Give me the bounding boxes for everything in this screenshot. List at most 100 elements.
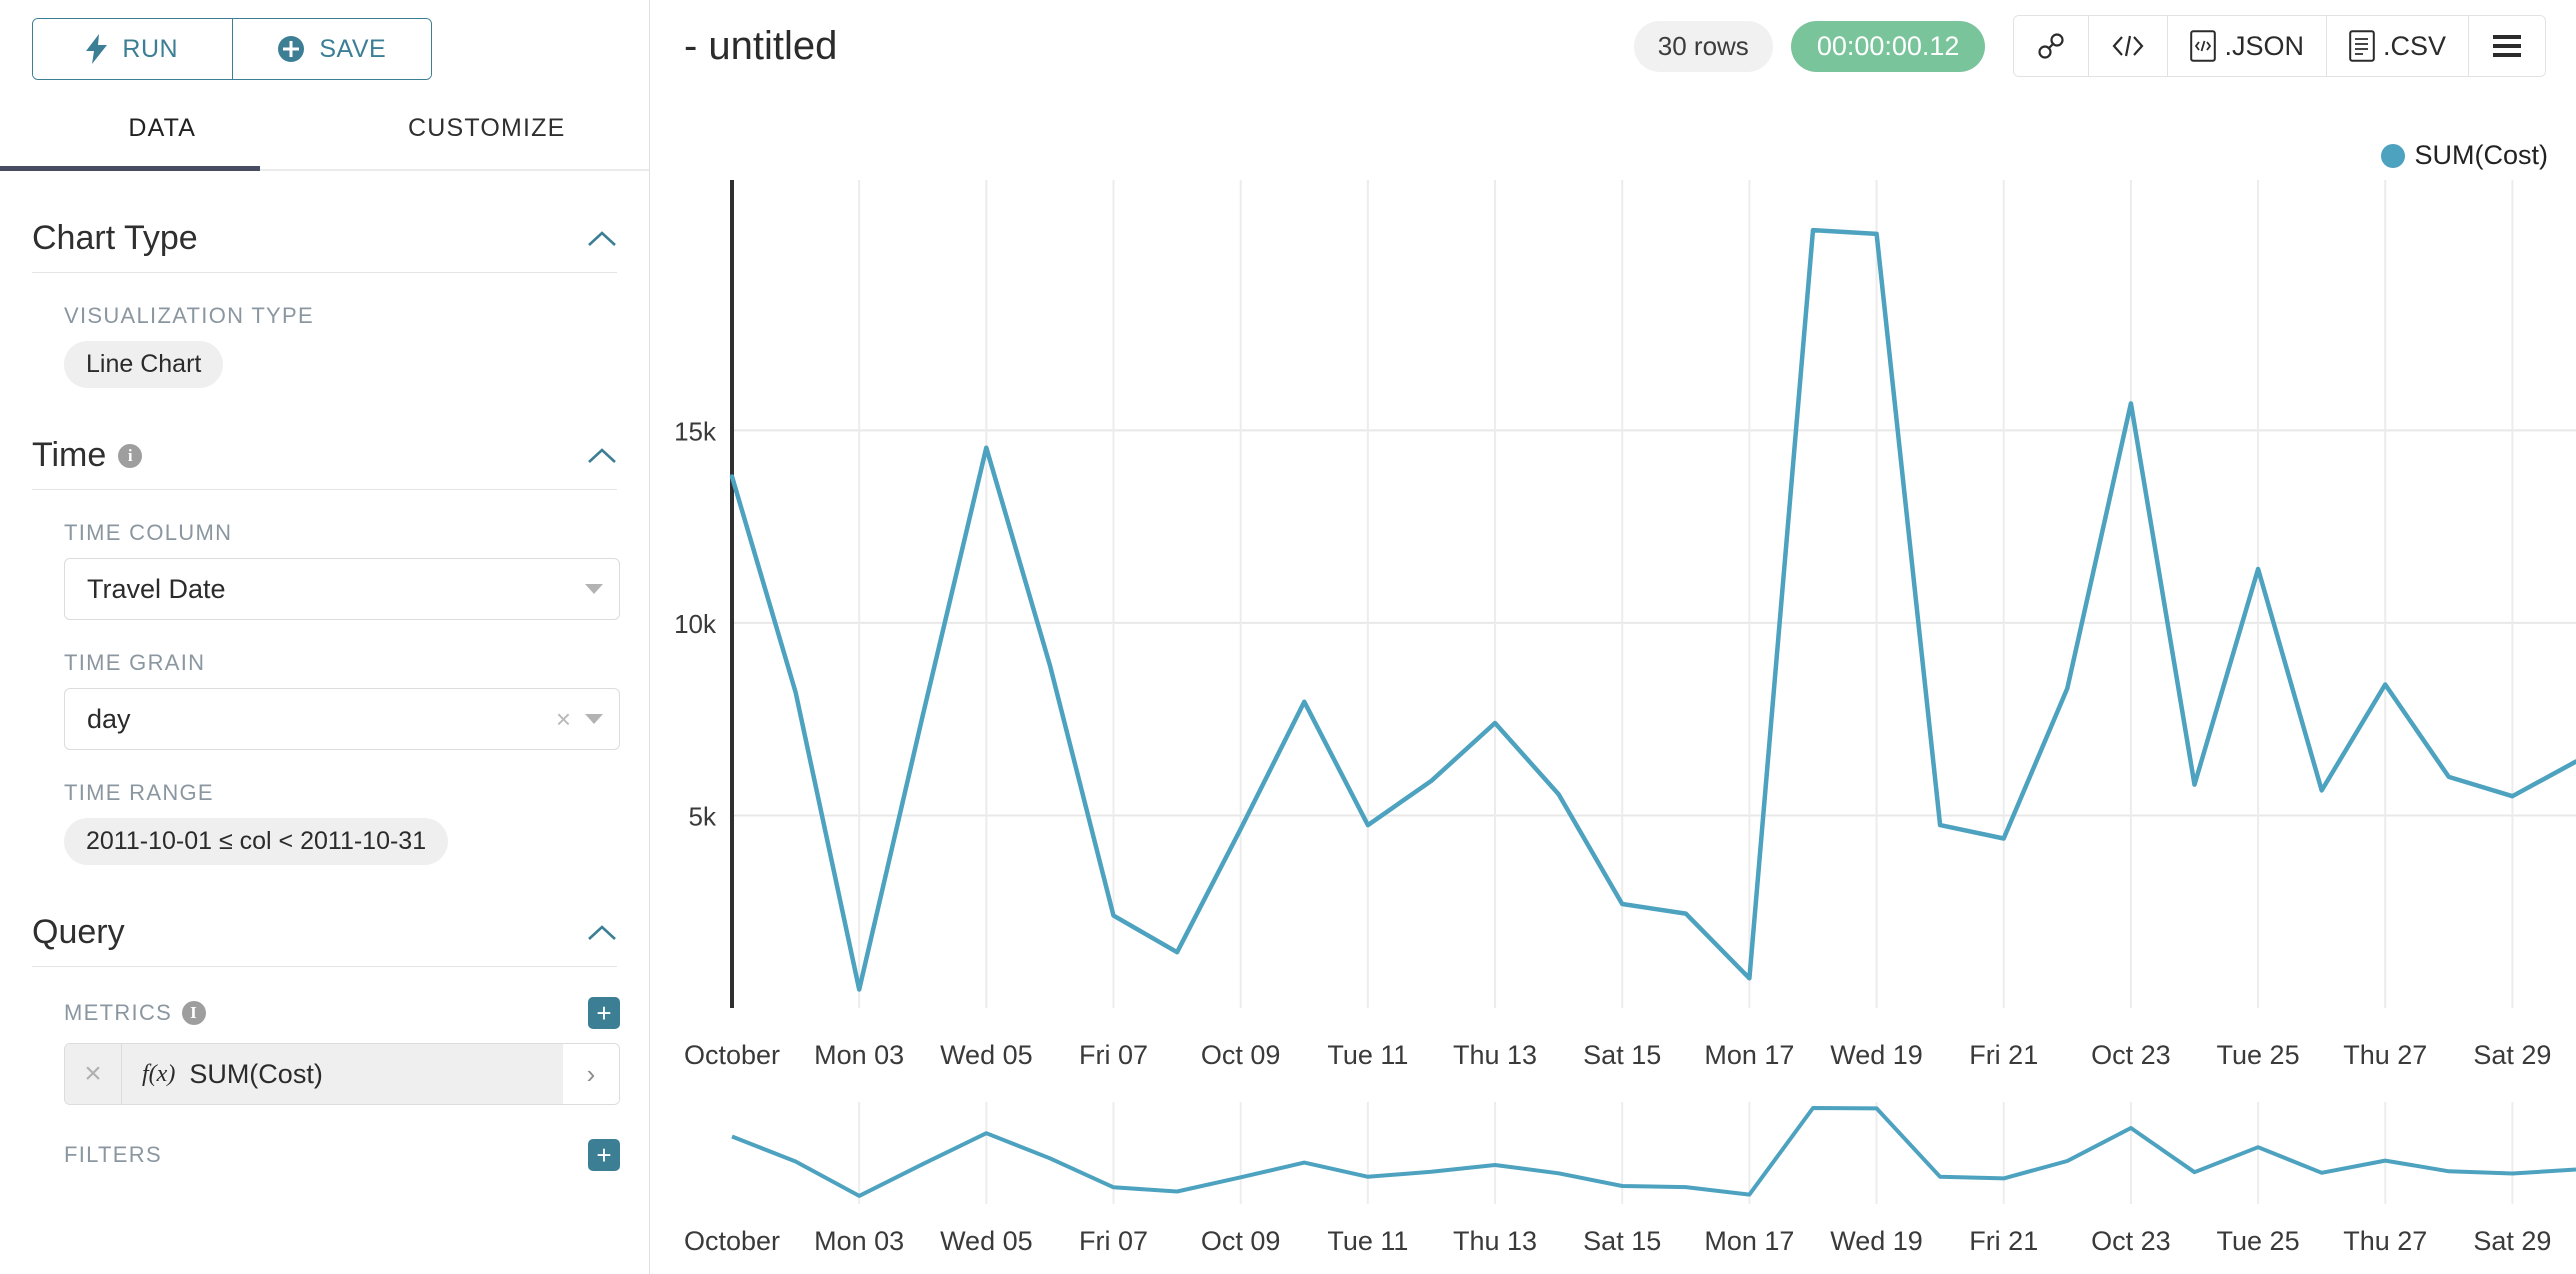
- field-label-filters-wrap: FILTERS: [64, 1142, 162, 1168]
- section-divider: [32, 966, 617, 967]
- svg-text:Fri 07: Fri 07: [1079, 1226, 1148, 1256]
- section-header-query[interactable]: Query: [32, 865, 617, 966]
- field-label-metrics-wrap: METRICS i: [64, 1000, 207, 1026]
- svg-text:October: October: [684, 1040, 780, 1070]
- json-download-button[interactable]: .JSON: [2167, 16, 2326, 76]
- run-save-button-group: RUN SAVE: [32, 18, 432, 80]
- svg-text:Mon 03: Mon 03: [814, 1040, 904, 1070]
- save-button-label: SAVE: [319, 34, 387, 63]
- link-icon[interactable]: [2014, 16, 2089, 76]
- svg-text:Tue 11: Tue 11: [1327, 1226, 1408, 1256]
- svg-text:Wed 19: Wed 19: [1830, 1040, 1923, 1070]
- remove-metric-icon[interactable]: ×: [65, 1044, 121, 1104]
- chevron-up-icon[interactable]: [587, 230, 617, 248]
- duration-badge: 00:00:00.12: [1790, 20, 1986, 72]
- field-label-time-column: TIME COLUMN: [64, 520, 233, 545]
- svg-text:October: October: [684, 1226, 780, 1256]
- add-filter-button[interactable]: +: [588, 1139, 620, 1171]
- metric-label-wrap: f(x) SUM(Cost): [121, 1044, 563, 1104]
- svg-text:5k: 5k: [689, 801, 717, 831]
- svg-text:Thu 13: Thu 13: [1453, 1040, 1537, 1070]
- chevron-up-icon[interactable]: [587, 447, 617, 465]
- svg-text:15k: 15k: [674, 416, 717, 446]
- section-divider: [32, 489, 617, 490]
- csv-download-button[interactable]: .CSV: [2325, 16, 2468, 76]
- svg-text:Fri 07: Fri 07: [1079, 1040, 1148, 1070]
- svg-text:Wed 05: Wed 05: [940, 1040, 1033, 1070]
- sidebar-panel: Chart Type VISUALIZATION TYPE Line Chart…: [0, 171, 649, 1171]
- clear-icon[interactable]: ×: [555, 703, 571, 734]
- chevron-up-icon[interactable]: [587, 924, 617, 942]
- svg-text:Wed 19: Wed 19: [1830, 1226, 1923, 1256]
- run-button[interactable]: RUN: [33, 19, 232, 79]
- chevron-down-icon: [585, 584, 603, 594]
- svg-text:Tue 11: Tue 11: [1327, 1040, 1408, 1070]
- field-time-range: TIME RANGE 2011-10-01 ≤ col < 2011-10-31: [32, 750, 617, 865]
- tab-data[interactable]: DATA: [128, 114, 197, 142]
- field-label-visualization-type: VISUALIZATION TYPE: [64, 303, 314, 328]
- lightning-icon: [86, 34, 108, 64]
- tab-customize[interactable]: CUSTOMIZE: [407, 114, 566, 142]
- time-range-value[interactable]: 2011-10-01 ≤ col < 2011-10-31: [64, 818, 449, 865]
- svg-text:Oct 09: Oct 09: [1201, 1226, 1281, 1256]
- hamburger-menu-icon[interactable]: [2468, 16, 2545, 76]
- chevron-right-icon[interactable]: ›: [563, 1044, 619, 1104]
- add-metric-button[interactable]: +: [588, 997, 620, 1029]
- section-divider: [32, 272, 617, 273]
- time-grain-value: day: [87, 703, 131, 734]
- chevron-down-icon: [585, 714, 603, 724]
- run-button-label: RUN: [122, 34, 179, 63]
- field-visualization-type: VISUALIZATION TYPE Line Chart: [32, 273, 617, 388]
- chart-main-panel: - untitled 30 rows 00:00:00.12 .JSON: [650, 0, 2576, 1274]
- svg-text:Mon 17: Mon 17: [1704, 1040, 1794, 1070]
- brush-svg: October Mon 03 Wed 05 Fri 07 Oct 09 Tue 11 Thu…: [684, 1102, 2576, 1256]
- svg-text:Tue 25: Tue 25: [2217, 1040, 2300, 1070]
- svg-text:Thu 27: Thu 27: [2343, 1226, 2427, 1256]
- svg-text:Oct 23: Oct 23: [2091, 1040, 2171, 1070]
- field-label-time-range: TIME RANGE: [64, 780, 214, 805]
- chart-toolbar: .JSON .CSV: [2013, 15, 2546, 77]
- section-header-chart-type[interactable]: Chart Type: [32, 171, 617, 272]
- section-header-time[interactable]: Time i: [32, 388, 617, 489]
- code-icon[interactable]: [2088, 16, 2168, 76]
- svg-text:10k: 10k: [674, 609, 717, 639]
- svg-text:Sat 15: Sat 15: [1583, 1040, 1661, 1070]
- function-icon: f(x): [142, 1060, 176, 1087]
- svg-text:Thu 13: Thu 13: [1453, 1226, 1537, 1256]
- line-chart-plot[interactable]: 5k 10k 15k October Mon 03 Wed 05 Fri 07 Oct 09 T…: [650, 170, 2576, 1110]
- time-column-value: Travel Date: [87, 573, 226, 604]
- field-metrics: METRICS i + × f(x) SUM(Cost) ›: [32, 967, 620, 1105]
- legend-label: SUM(Cost): [2414, 140, 2549, 170]
- save-button[interactable]: SAVE: [231, 19, 431, 79]
- plus-circle-icon: [277, 35, 305, 63]
- metric-item[interactable]: × f(x) SUM(Cost) ›: [64, 1043, 620, 1105]
- csv-download-label: .CSV: [2382, 30, 2446, 61]
- svg-text:Wed 05: Wed 05: [940, 1226, 1033, 1256]
- legend-color-swatch: [2380, 143, 2405, 168]
- info-icon[interactable]: i: [182, 1001, 207, 1025]
- csv-file-icon: [2349, 30, 2375, 62]
- field-filters: FILTERS +: [32, 1105, 620, 1171]
- json-download-label: .JSON: [2224, 30, 2304, 61]
- svg-text:Sat 29: Sat 29: [2473, 1040, 2551, 1070]
- svg-text:Tue 25: Tue 25: [2217, 1226, 2300, 1256]
- svg-text:Sat 15: Sat 15: [1583, 1226, 1661, 1256]
- json-file-icon: [2190, 30, 2217, 62]
- field-label-metrics: METRICS: [64, 1000, 173, 1025]
- info-icon[interactable]: i: [118, 443, 143, 468]
- svg-text:Mon 03: Mon 03: [814, 1226, 904, 1256]
- control-panel-sidebar: RUN SAVE DATA CUSTOMIZE Chart Type: [0, 0, 650, 1274]
- time-grain-select[interactable]: day ×: [64, 688, 620, 750]
- svg-text:Oct 23: Oct 23: [2091, 1226, 2171, 1256]
- sidebar-tabs: DATA CUSTOMIZE: [0, 104, 649, 171]
- time-column-select[interactable]: Travel Date: [64, 558, 620, 620]
- active-tab-indicator: [0, 166, 260, 171]
- chart-brush-minimap[interactable]: October Mon 03 Wed 05 Fri 07 Oct 09 Tue 11 Thu…: [650, 1094, 2576, 1274]
- section-title-chart-type: Chart Type: [32, 219, 198, 257]
- svg-text:Fri 21: Fri 21: [1969, 1226, 2038, 1256]
- section-title-query: Query: [32, 913, 125, 951]
- page-title[interactable]: - untitled: [684, 23, 838, 68]
- visualization-type-value[interactable]: Line Chart: [64, 341, 224, 388]
- field-time-grain: TIME GRAIN day ×: [32, 620, 620, 750]
